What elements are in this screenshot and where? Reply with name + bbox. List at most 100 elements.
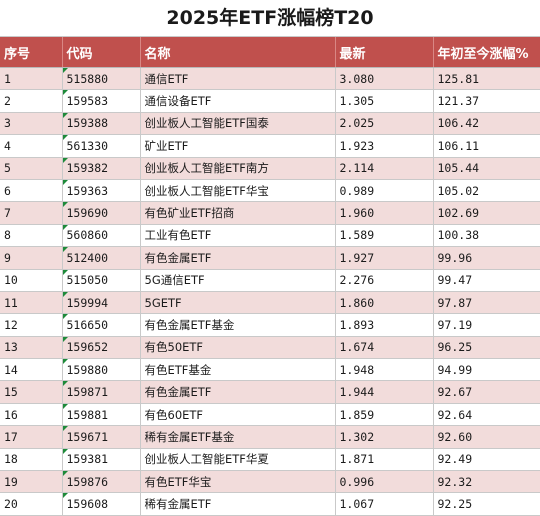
cell-latest[interactable]: 1.067 bbox=[335, 492, 434, 516]
cell-latest[interactable]: 0.996 bbox=[335, 470, 434, 494]
cell-code[interactable]: 159880 bbox=[62, 358, 141, 382]
cell-latest[interactable]: 1.674 bbox=[335, 336, 434, 360]
cell-rank[interactable]: 14 bbox=[0, 358, 63, 382]
cell-name[interactable]: 有色金属ETF基金 bbox=[140, 313, 336, 337]
cell-name[interactable]: 有色ETF华宝 bbox=[140, 470, 336, 494]
cell-name[interactable]: 创业板人工智能ETF国泰 bbox=[140, 112, 336, 136]
cell-code[interactable]: 560860 bbox=[62, 224, 141, 248]
cell-rank[interactable]: 20 bbox=[0, 492, 63, 516]
cell-name[interactable]: 5G通信ETF bbox=[140, 269, 336, 292]
cell-code[interactable]: 159871 bbox=[62, 380, 141, 404]
cell-name[interactable]: 有色金属ETF bbox=[140, 246, 336, 270]
cell-name[interactable]: 有色矿业ETF招商 bbox=[140, 201, 336, 225]
cell-rank[interactable]: 4 bbox=[0, 134, 63, 158]
cell-ytd-change[interactable]: 105.44 bbox=[433, 157, 540, 180]
cell-latest[interactable]: 1.960 bbox=[335, 201, 434, 225]
cell-name[interactable]: 矿业ETF bbox=[140, 134, 336, 158]
cell-code[interactable]: 159388 bbox=[62, 112, 141, 136]
cell-ytd-change[interactable]: 92.60 bbox=[433, 425, 540, 449]
cell-rank[interactable]: 9 bbox=[0, 246, 63, 270]
cell-code[interactable]: 515880 bbox=[62, 67, 141, 91]
cell-code[interactable]: 561330 bbox=[62, 134, 141, 158]
cell-ytd-change[interactable]: 92.64 bbox=[433, 403, 540, 427]
cell-ytd-change[interactable]: 121.37 bbox=[433, 89, 540, 113]
cell-rank[interactable]: 7 bbox=[0, 201, 63, 225]
cell-code[interactable]: 159608 bbox=[62, 492, 141, 516]
cell-latest[interactable]: 0.989 bbox=[335, 179, 434, 203]
cell-code[interactable]: 159652 bbox=[62, 336, 141, 360]
cell-rank[interactable]: 1 bbox=[0, 67, 63, 91]
cell-rank[interactable]: 19 bbox=[0, 470, 63, 494]
cell-code[interactable]: 159671 bbox=[62, 425, 141, 449]
cell-name[interactable]: 有色50ETF bbox=[140, 336, 336, 360]
cell-name[interactable]: 创业板人工智能ETF南方 bbox=[140, 157, 336, 180]
cell-latest[interactable]: 1.871 bbox=[335, 448, 434, 472]
cell-rank[interactable]: 15 bbox=[0, 380, 63, 404]
cell-code[interactable]: 159881 bbox=[62, 403, 141, 427]
cell-rank[interactable]: 8 bbox=[0, 224, 63, 248]
cell-code[interactable]: 159381 bbox=[62, 448, 141, 472]
cell-rank[interactable]: 3 bbox=[0, 112, 63, 136]
header-ytd-change[interactable]: 年初至今涨幅% bbox=[433, 37, 540, 68]
cell-name[interactable]: 有色60ETF bbox=[140, 403, 336, 427]
cell-name[interactable]: 通信设备ETF bbox=[140, 89, 336, 113]
header-latest[interactable]: 最新 bbox=[335, 37, 434, 68]
cell-latest[interactable]: 1.893 bbox=[335, 313, 434, 337]
cell-ytd-change[interactable]: 105.02 bbox=[433, 179, 540, 203]
cell-rank[interactable]: 5 bbox=[0, 157, 63, 180]
cell-code[interactable]: 159363 bbox=[62, 179, 141, 203]
cell-ytd-change[interactable]: 106.11 bbox=[433, 134, 540, 158]
cell-ytd-change[interactable]: 102.69 bbox=[433, 201, 540, 225]
cell-rank[interactable]: 10 bbox=[0, 269, 63, 292]
cell-latest[interactable]: 2.276 bbox=[335, 269, 434, 292]
cell-latest[interactable]: 1.923 bbox=[335, 134, 434, 158]
cell-ytd-change[interactable]: 92.25 bbox=[433, 492, 540, 516]
cell-ytd-change[interactable]: 106.42 bbox=[433, 112, 540, 136]
cell-rank[interactable]: 16 bbox=[0, 403, 63, 427]
cell-ytd-change[interactable]: 100.38 bbox=[433, 224, 540, 248]
cell-latest[interactable]: 1.944 bbox=[335, 380, 434, 404]
cell-latest[interactable]: 2.025 bbox=[335, 112, 434, 136]
cell-ytd-change[interactable]: 96.25 bbox=[433, 336, 540, 360]
cell-latest[interactable]: 1.305 bbox=[335, 89, 434, 113]
cell-rank[interactable]: 12 bbox=[0, 313, 63, 337]
cell-latest[interactable]: 1.589 bbox=[335, 224, 434, 248]
cell-latest[interactable]: 2.114 bbox=[335, 157, 434, 180]
cell-ytd-change[interactable]: 94.99 bbox=[433, 358, 540, 382]
cell-name[interactable]: 5GETF bbox=[140, 291, 336, 315]
cell-rank[interactable]: 13 bbox=[0, 336, 63, 360]
cell-rank[interactable]: 2 bbox=[0, 89, 63, 113]
cell-rank[interactable]: 6 bbox=[0, 179, 63, 203]
cell-name[interactable]: 有色金属ETF bbox=[140, 380, 336, 404]
cell-latest[interactable]: 1.948 bbox=[335, 358, 434, 382]
header-name[interactable]: 名称 bbox=[140, 37, 336, 68]
cell-code[interactable]: 159690 bbox=[62, 201, 141, 225]
cell-rank[interactable]: 11 bbox=[0, 291, 63, 315]
cell-code[interactable]: 159382 bbox=[62, 157, 141, 180]
header-code[interactable]: 代码 bbox=[62, 37, 141, 68]
cell-latest[interactable]: 1.302 bbox=[335, 425, 434, 449]
cell-name[interactable]: 有色ETF基金 bbox=[140, 358, 336, 382]
cell-name[interactable]: 创业板人工智能ETF华宝 bbox=[140, 179, 336, 203]
cell-ytd-change[interactable]: 92.32 bbox=[433, 470, 540, 494]
cell-latest[interactable]: 1.859 bbox=[335, 403, 434, 427]
cell-name[interactable]: 创业板人工智能ETF华夏 bbox=[140, 448, 336, 472]
cell-ytd-change[interactable]: 92.67 bbox=[433, 380, 540, 404]
cell-code[interactable]: 516650 bbox=[62, 313, 141, 337]
cell-code[interactable]: 159583 bbox=[62, 89, 141, 113]
header-rank[interactable]: 序号 bbox=[0, 37, 63, 68]
cell-code[interactable]: 159994 bbox=[62, 291, 141, 315]
cell-name[interactable]: 稀有金属ETF基金 bbox=[140, 425, 336, 449]
cell-latest[interactable]: 3.080 bbox=[335, 67, 434, 91]
cell-ytd-change[interactable]: 97.19 bbox=[433, 313, 540, 337]
cell-ytd-change[interactable]: 97.87 bbox=[433, 291, 540, 315]
cell-code[interactable]: 515050 bbox=[62, 269, 141, 292]
cell-name[interactable]: 工业有色ETF bbox=[140, 224, 336, 248]
cell-name[interactable]: 通信ETF bbox=[140, 67, 336, 91]
cell-rank[interactable]: 17 bbox=[0, 425, 63, 449]
cell-ytd-change[interactable]: 92.49 bbox=[433, 448, 540, 472]
cell-latest[interactable]: 1.860 bbox=[335, 291, 434, 315]
cell-ytd-change[interactable]: 125.81 bbox=[433, 67, 540, 91]
cell-rank[interactable]: 18 bbox=[0, 448, 63, 472]
cell-code[interactable]: 159876 bbox=[62, 470, 141, 494]
